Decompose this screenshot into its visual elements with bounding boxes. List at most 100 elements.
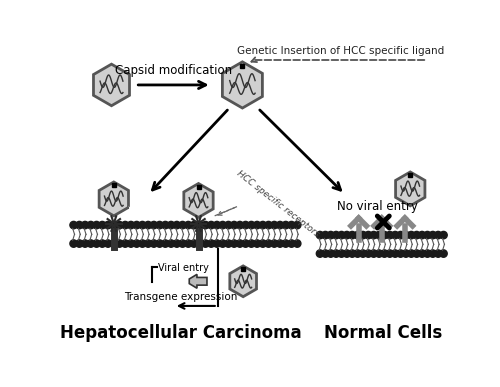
Circle shape — [364, 231, 372, 239]
Circle shape — [276, 240, 283, 247]
Circle shape — [276, 221, 283, 229]
Circle shape — [144, 221, 152, 229]
Circle shape — [270, 221, 278, 229]
Circle shape — [327, 250, 334, 257]
Circle shape — [397, 231, 404, 239]
Circle shape — [162, 221, 169, 229]
Circle shape — [138, 240, 146, 247]
Circle shape — [370, 231, 378, 239]
Circle shape — [202, 240, 209, 247]
Circle shape — [402, 250, 409, 257]
Circle shape — [360, 250, 366, 257]
Circle shape — [133, 240, 140, 247]
Circle shape — [82, 221, 89, 229]
Circle shape — [76, 240, 83, 247]
Circle shape — [190, 240, 198, 247]
Circle shape — [254, 221, 261, 229]
Text: HCC specific receptors: HCC specific receptors — [234, 169, 320, 239]
Circle shape — [127, 221, 134, 229]
Circle shape — [87, 221, 94, 229]
Circle shape — [392, 250, 399, 257]
Text: Viral entry: Viral entry — [158, 263, 208, 273]
Circle shape — [138, 221, 146, 229]
Circle shape — [348, 250, 356, 257]
Circle shape — [196, 240, 203, 247]
Circle shape — [392, 231, 399, 239]
Circle shape — [418, 250, 426, 257]
Circle shape — [316, 231, 324, 239]
Circle shape — [156, 221, 164, 229]
Circle shape — [202, 221, 209, 229]
Circle shape — [376, 231, 383, 239]
Circle shape — [429, 231, 436, 239]
Circle shape — [93, 240, 100, 247]
Circle shape — [254, 240, 261, 247]
Circle shape — [380, 231, 388, 239]
Circle shape — [213, 240, 220, 247]
Text: No viral entry: No viral entry — [338, 200, 418, 213]
Circle shape — [408, 250, 415, 257]
Circle shape — [70, 240, 78, 247]
Circle shape — [424, 250, 431, 257]
Circle shape — [196, 221, 203, 229]
Circle shape — [270, 240, 278, 247]
Circle shape — [259, 221, 266, 229]
Circle shape — [213, 221, 220, 229]
Circle shape — [173, 240, 180, 247]
Polygon shape — [230, 266, 256, 297]
Circle shape — [434, 231, 442, 239]
Polygon shape — [94, 64, 130, 106]
Circle shape — [440, 250, 447, 257]
Text: Genetic Insertion of HCC specific ligand: Genetic Insertion of HCC specific ligand — [238, 46, 444, 56]
Circle shape — [179, 240, 186, 247]
Circle shape — [150, 221, 158, 229]
Circle shape — [219, 240, 226, 247]
Text: Hepatocellular Carcinoma: Hepatocellular Carcinoma — [60, 324, 302, 342]
Circle shape — [259, 240, 266, 247]
Circle shape — [413, 231, 420, 239]
Circle shape — [104, 240, 112, 247]
Circle shape — [338, 250, 345, 257]
Circle shape — [242, 240, 250, 247]
Circle shape — [380, 250, 388, 257]
Circle shape — [224, 221, 232, 229]
Circle shape — [87, 240, 94, 247]
Circle shape — [76, 221, 83, 229]
Circle shape — [98, 240, 106, 247]
Circle shape — [122, 221, 129, 229]
Circle shape — [168, 221, 175, 229]
Circle shape — [294, 240, 301, 247]
Circle shape — [116, 221, 123, 229]
Circle shape — [348, 231, 356, 239]
Circle shape — [93, 221, 100, 229]
Circle shape — [82, 240, 89, 247]
Circle shape — [98, 221, 106, 229]
Polygon shape — [222, 62, 262, 108]
Circle shape — [144, 240, 152, 247]
Circle shape — [354, 250, 362, 257]
Circle shape — [332, 250, 340, 257]
Circle shape — [322, 250, 329, 257]
Polygon shape — [396, 172, 425, 206]
Circle shape — [116, 240, 123, 247]
Circle shape — [224, 240, 232, 247]
Circle shape — [156, 240, 164, 247]
Circle shape — [338, 231, 345, 239]
Circle shape — [168, 240, 175, 247]
Text: Capsid modification: Capsid modification — [116, 64, 232, 77]
Circle shape — [376, 250, 383, 257]
Circle shape — [354, 231, 362, 239]
Circle shape — [208, 221, 215, 229]
Circle shape — [265, 240, 272, 247]
Circle shape — [265, 221, 272, 229]
Circle shape — [434, 250, 442, 257]
Circle shape — [236, 221, 244, 229]
Circle shape — [70, 221, 78, 229]
Circle shape — [248, 240, 255, 247]
Circle shape — [386, 250, 394, 257]
Circle shape — [316, 250, 324, 257]
Circle shape — [104, 221, 112, 229]
Circle shape — [332, 231, 340, 239]
Polygon shape — [99, 182, 128, 216]
Circle shape — [173, 221, 180, 229]
